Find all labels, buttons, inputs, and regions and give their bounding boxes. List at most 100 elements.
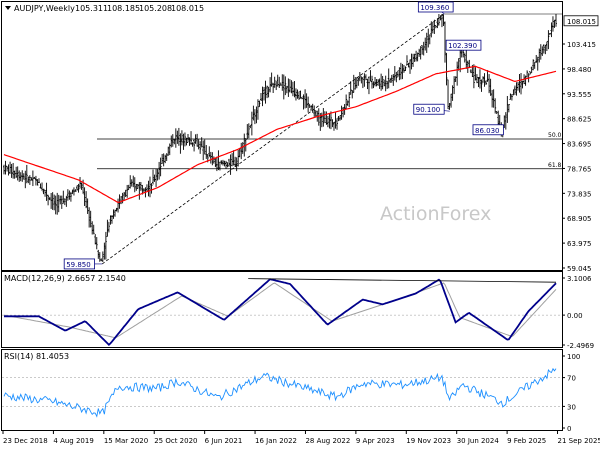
annotation-label: 109.360 (420, 4, 449, 12)
ohlc-bar (75, 185, 78, 191)
ohlc-bar (270, 72, 273, 87)
rsi-title: RSI(14) 81.4053 (4, 352, 69, 361)
annotation-label: 102.390 (448, 42, 477, 50)
ohlc-close: 108.015 (171, 4, 204, 13)
ohlc-bar (380, 73, 383, 91)
price-panel-frame (1, 1, 563, 271)
ohlc-bar (412, 53, 415, 67)
symbol-title: AUDJPY,Weekly (14, 4, 75, 13)
ohlc-bar (132, 175, 135, 188)
macd-y-axis: 3.1006 0.00 -2.4969 (562, 275, 594, 350)
ohlc-bar (355, 77, 358, 89)
ohlc-bar (238, 148, 241, 158)
fib-level-label: 61.8 (548, 162, 562, 169)
ohlc-bar (57, 194, 60, 213)
ohlc-bar (107, 221, 110, 233)
ohlc-bar (191, 142, 194, 147)
ohlc-bar (97, 249, 100, 259)
ohlc-bar (112, 209, 115, 219)
ohlc-bar (509, 93, 512, 100)
ohlc-bar (456, 61, 459, 86)
price-y-tick-label: 93.555 (567, 91, 592, 99)
annotation-box (413, 103, 445, 115)
ohlc-bar (367, 76, 370, 95)
ohlc-bar (291, 81, 294, 97)
x-tick-label: 4 Aug 2019 (53, 437, 93, 445)
ohlc-bar (174, 128, 177, 148)
ohlc-bar (436, 18, 439, 29)
ohlc-bar (349, 81, 352, 95)
x-tick-label: 6 Jun 2021 (205, 437, 243, 445)
ohlc-bar (547, 30, 550, 50)
ohlc-bar (402, 64, 405, 73)
macd-line (4, 278, 557, 347)
ohlc-bar (334, 112, 337, 129)
price-y-tick-label: 88.625 (567, 116, 592, 124)
ohlc-bar (145, 184, 148, 191)
ohlc-bar (176, 130, 179, 144)
x-tick-label: 19 Nov 2023 (406, 437, 451, 445)
ohlc-bar (390, 74, 393, 83)
ohlc-bar (447, 79, 450, 109)
price-y-tick-label: 73.835 (567, 190, 592, 198)
ohlc-bar (59, 195, 62, 205)
ohlc-bar (278, 76, 281, 89)
ohlc-bar (351, 90, 354, 99)
ohlc-bar (506, 95, 509, 123)
ohlc-bar (171, 134, 174, 147)
ohlc-open: 105.311 (75, 4, 108, 13)
ohlc-bar (551, 16, 554, 32)
ohlc-bar (293, 81, 296, 98)
rsi-panel-frame (1, 349, 563, 431)
ohlc-bar (89, 210, 92, 228)
ohlc-bar (290, 80, 293, 94)
ohlc-bar (329, 111, 332, 130)
ohlc-bar (361, 77, 364, 89)
ohlc-bar (409, 59, 412, 74)
ohlc-bar (252, 105, 255, 121)
ohlc-bar (418, 48, 421, 57)
ohlc-bar (10, 163, 13, 178)
ohlc-bar (310, 105, 313, 111)
ohlc-bar (431, 21, 434, 34)
ohlc-bar (275, 81, 278, 91)
ohlc-bar (535, 54, 538, 63)
ohlc-bar (348, 91, 351, 108)
ohlc-bar (197, 139, 200, 150)
ohlc-bar (190, 131, 193, 145)
ohlc-bar (372, 81, 375, 89)
ohlc-bar (472, 64, 475, 89)
ohlc-bar (167, 146, 170, 156)
ohlc-bar (147, 180, 150, 197)
price-annotation: 102.390 (445, 39, 482, 51)
rsi-y-axis: 100 70 30 0 (562, 353, 580, 433)
ohlc-bar (282, 74, 285, 100)
ohlc-bar (266, 85, 269, 99)
ohlc-bar (477, 77, 480, 88)
ohlc-bar (133, 177, 136, 193)
ohlc-bar (294, 88, 297, 101)
ohlc-bar (229, 154, 232, 175)
ohlc-bar (173, 139, 176, 145)
ohlc-high: 108.185 (107, 4, 140, 13)
ohlc-bar (440, 13, 443, 28)
ohlc-bar (322, 108, 325, 127)
ohlc-bar (457, 58, 460, 71)
ohlc-bar (398, 67, 401, 81)
ohlc-bar (342, 107, 345, 118)
ohlc-bar (208, 146, 211, 157)
fib-level-label: 50.0 (548, 132, 562, 139)
chevron-down-icon[interactable] (5, 6, 11, 10)
ohlc-bar (77, 183, 80, 193)
ohlc-bar (152, 169, 155, 185)
price-y-tick-label: 78.765 (567, 165, 592, 173)
ohlc-bar (183, 132, 186, 147)
ohlc-bar (194, 134, 197, 144)
ohlc-bar (504, 112, 507, 130)
price-title-group: AUDJPY,Weekly 105.311 108.185 105.208 10… (5, 4, 204, 13)
ohlc-bar (34, 175, 37, 186)
ohlc-bar (164, 154, 167, 164)
price-y-tick-label: 59.045 (567, 265, 592, 273)
ohlc-bar (287, 78, 290, 97)
